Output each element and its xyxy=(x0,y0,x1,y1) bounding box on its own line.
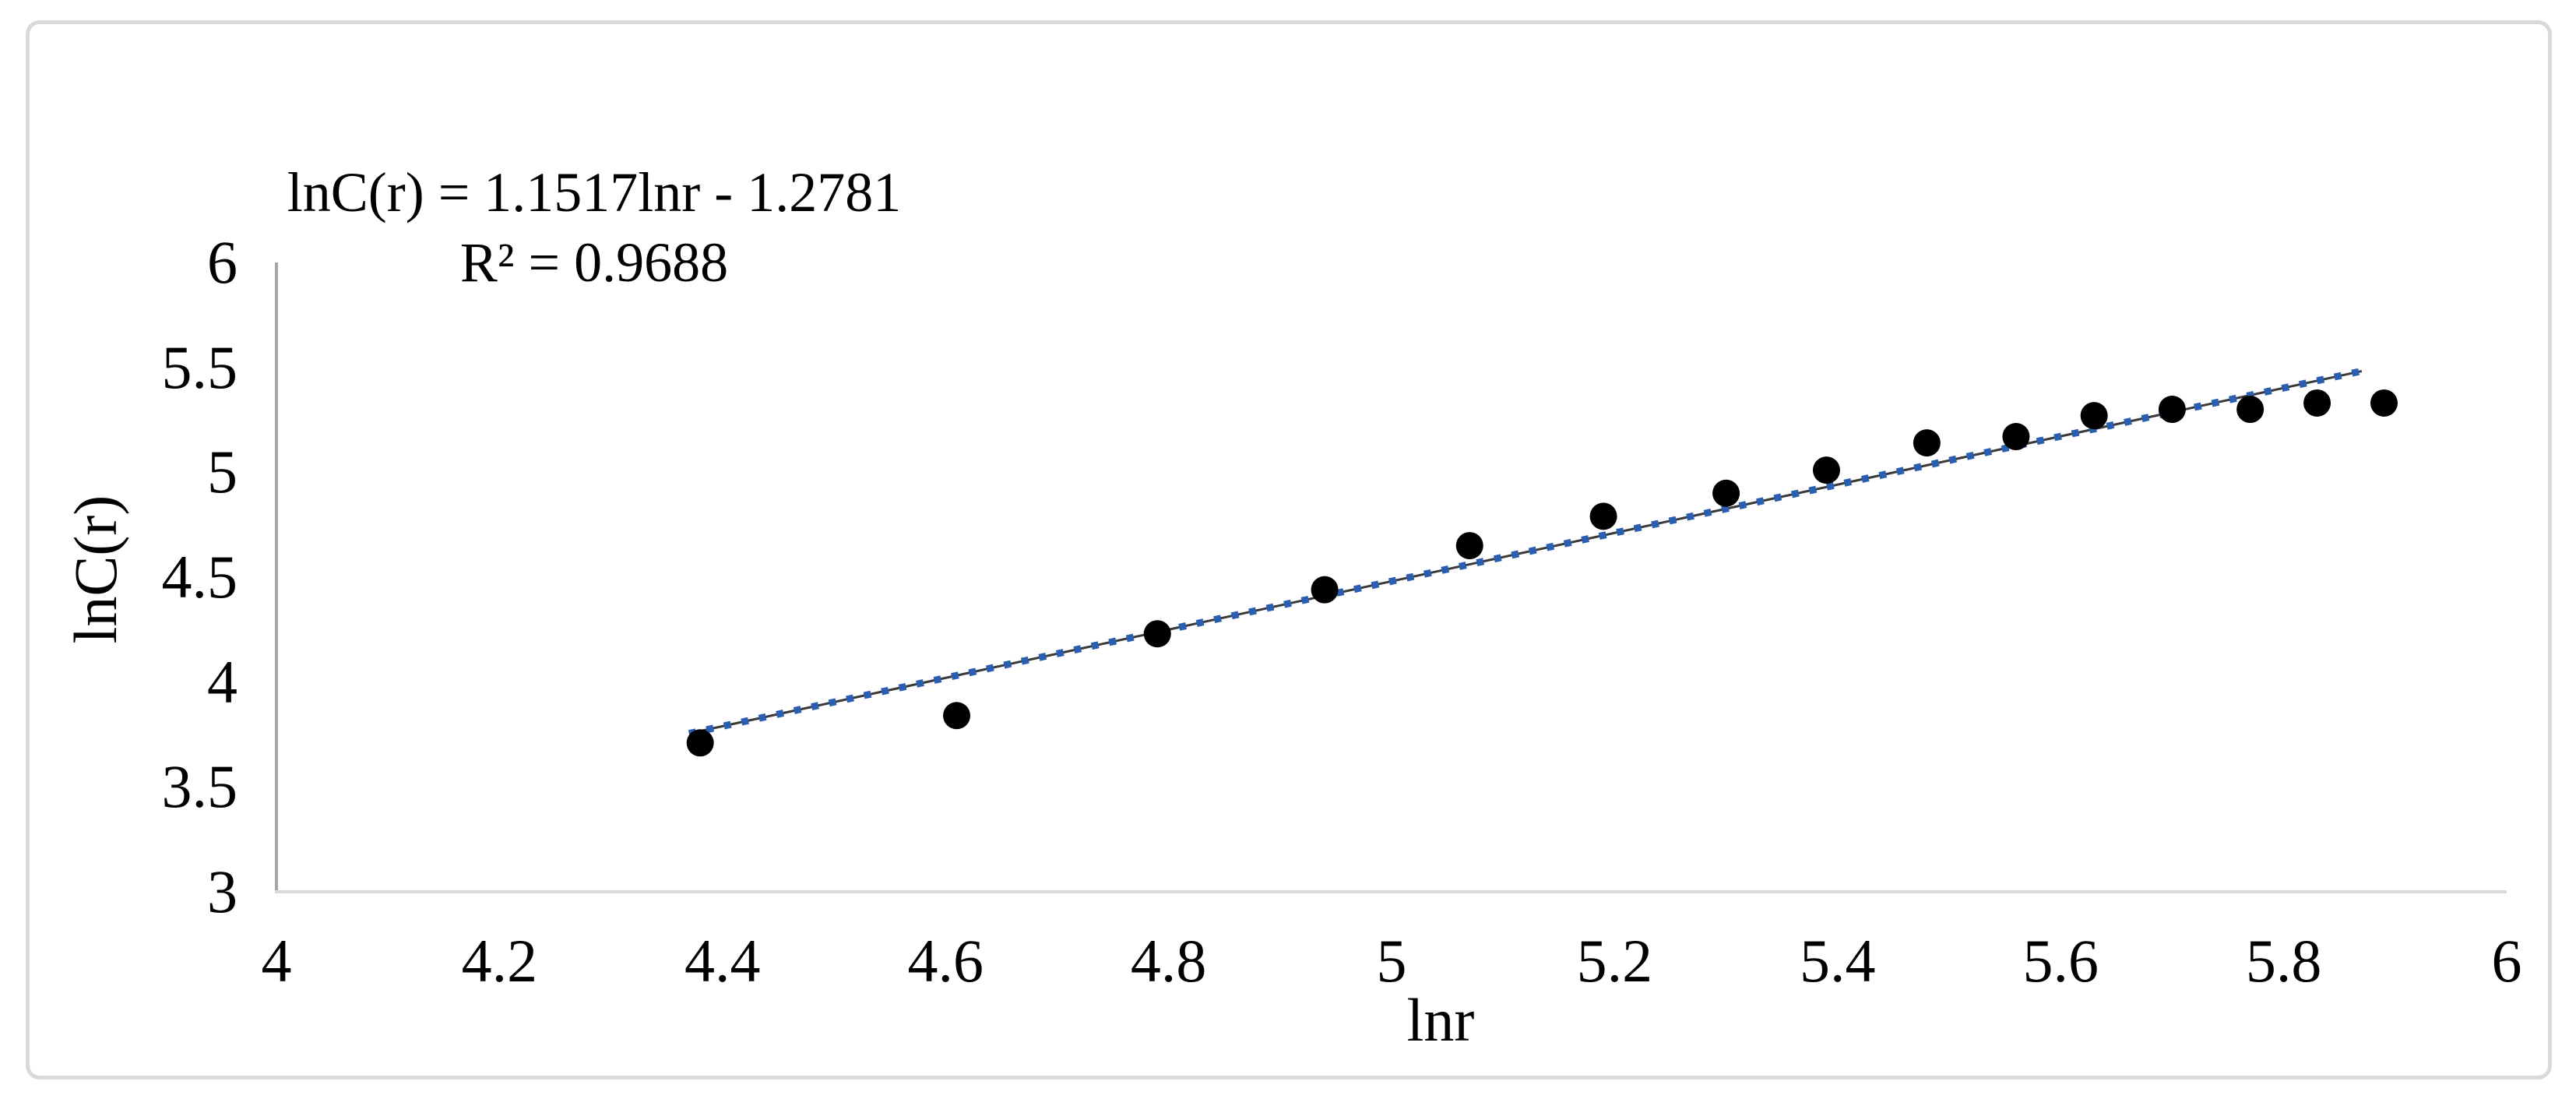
y-tick-label: 3 xyxy=(207,858,238,925)
data-point xyxy=(1311,576,1339,604)
x-axis-title: lnr xyxy=(1406,986,1475,1054)
figure-border xyxy=(26,20,2552,1080)
data-point xyxy=(1589,502,1617,530)
x-tick-label: 4.2 xyxy=(461,927,538,995)
data-point xyxy=(1712,479,1740,507)
data-points xyxy=(686,389,2398,757)
data-point xyxy=(943,702,971,730)
y-tick-label: 4.5 xyxy=(161,543,238,611)
x-tick-label: 5.8 xyxy=(2245,927,2322,995)
x-tick-label: 4.4 xyxy=(684,927,761,995)
y-tick-label: 3.5 xyxy=(161,752,238,821)
data-point xyxy=(1143,620,1171,648)
trendline-core xyxy=(688,369,2363,735)
data-point xyxy=(1812,456,1840,484)
x-tick-label: 5.2 xyxy=(1576,927,1653,995)
data-point xyxy=(1455,532,1483,560)
trendline xyxy=(688,368,2363,738)
data-point xyxy=(2002,423,2030,451)
data-point xyxy=(2303,389,2331,417)
x-tick-label: 4 xyxy=(261,927,292,995)
y-tick-label: 5 xyxy=(207,438,238,506)
data-point xyxy=(2158,396,2186,424)
trendline-equation: lnC(r) = 1.1517lnr - 1.2781 R² = 0.9688 xyxy=(283,157,906,298)
x-tick-label: 5.6 xyxy=(2022,927,2099,995)
data-point xyxy=(2236,396,2265,424)
y-tick-label: 6 xyxy=(207,228,238,296)
x-tick-label: 4.8 xyxy=(1130,927,1207,995)
data-point xyxy=(2080,402,2108,430)
data-point xyxy=(1913,429,1941,457)
y-tick-label: 4 xyxy=(207,647,238,716)
x-tick-label: 4.6 xyxy=(907,927,984,995)
data-point xyxy=(2370,389,2398,417)
y-tick-label: 5.5 xyxy=(161,333,238,401)
x-tick-label: 6 xyxy=(2491,927,2522,995)
x-tick-label: 5.4 xyxy=(1800,927,1876,995)
equation-line: lnC(r) = 1.1517lnr - 1.2781 xyxy=(287,161,902,224)
x-tick-label: 5 xyxy=(1376,927,1407,995)
r-squared-line: R² = 0.9688 xyxy=(459,231,729,294)
data-point xyxy=(686,729,714,757)
